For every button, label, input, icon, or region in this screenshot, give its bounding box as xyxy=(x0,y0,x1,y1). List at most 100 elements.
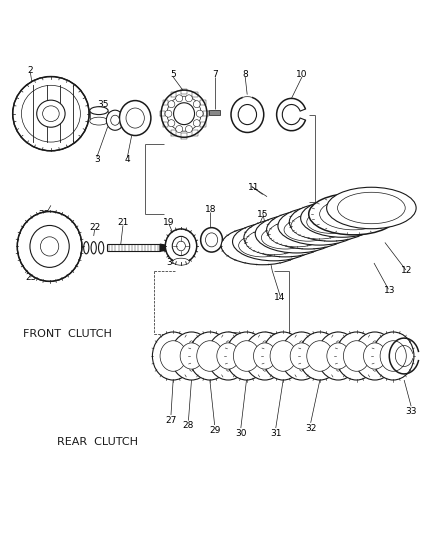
Text: 29: 29 xyxy=(209,426,220,435)
Ellipse shape xyxy=(242,229,266,256)
Ellipse shape xyxy=(233,341,260,372)
Ellipse shape xyxy=(217,343,240,369)
Circle shape xyxy=(165,110,172,117)
Text: 24: 24 xyxy=(67,245,78,254)
Ellipse shape xyxy=(372,332,414,380)
Text: 11: 11 xyxy=(248,183,260,192)
Ellipse shape xyxy=(336,332,377,380)
Ellipse shape xyxy=(314,205,371,231)
Bar xyxy=(208,110,220,116)
Ellipse shape xyxy=(284,219,332,241)
Ellipse shape xyxy=(126,108,145,128)
Ellipse shape xyxy=(262,332,304,380)
Ellipse shape xyxy=(106,110,124,130)
Ellipse shape xyxy=(267,211,350,249)
Ellipse shape xyxy=(90,117,108,125)
Ellipse shape xyxy=(205,233,218,247)
Ellipse shape xyxy=(247,235,261,250)
Ellipse shape xyxy=(171,332,212,380)
Text: 23: 23 xyxy=(39,209,50,219)
Ellipse shape xyxy=(327,343,350,369)
Text: 34: 34 xyxy=(166,257,178,266)
Circle shape xyxy=(185,95,192,102)
Text: 25: 25 xyxy=(25,273,37,282)
Ellipse shape xyxy=(307,341,333,372)
Ellipse shape xyxy=(161,90,207,138)
Text: 22: 22 xyxy=(89,223,100,232)
Ellipse shape xyxy=(189,332,230,380)
Ellipse shape xyxy=(246,229,302,255)
Ellipse shape xyxy=(167,96,201,131)
Text: 2: 2 xyxy=(28,66,33,75)
Text: 33: 33 xyxy=(405,407,417,416)
Ellipse shape xyxy=(318,332,359,380)
Circle shape xyxy=(176,95,183,102)
Ellipse shape xyxy=(255,215,338,253)
Ellipse shape xyxy=(172,236,190,256)
Text: 7: 7 xyxy=(212,70,218,79)
Ellipse shape xyxy=(173,103,194,125)
Ellipse shape xyxy=(289,203,372,241)
Ellipse shape xyxy=(91,241,96,254)
Ellipse shape xyxy=(254,343,276,369)
Ellipse shape xyxy=(84,241,89,254)
Ellipse shape xyxy=(90,107,108,115)
Text: 4: 4 xyxy=(124,155,130,164)
Ellipse shape xyxy=(244,332,286,380)
Circle shape xyxy=(196,110,203,117)
Ellipse shape xyxy=(278,207,361,245)
Text: 3: 3 xyxy=(94,155,99,164)
Text: 32: 32 xyxy=(305,424,316,433)
Text: 5: 5 xyxy=(170,70,176,79)
Ellipse shape xyxy=(208,332,249,380)
Ellipse shape xyxy=(231,96,264,133)
Ellipse shape xyxy=(37,100,65,127)
Ellipse shape xyxy=(233,222,315,261)
Text: 27: 27 xyxy=(165,416,177,425)
Ellipse shape xyxy=(290,343,313,369)
Ellipse shape xyxy=(312,195,395,233)
Text: 18: 18 xyxy=(205,205,216,214)
Text: 31: 31 xyxy=(270,429,282,438)
Ellipse shape xyxy=(13,77,89,151)
Ellipse shape xyxy=(160,341,186,372)
Ellipse shape xyxy=(270,341,296,372)
Ellipse shape xyxy=(221,227,304,265)
Ellipse shape xyxy=(152,332,194,380)
Circle shape xyxy=(185,126,192,133)
Ellipse shape xyxy=(30,225,69,268)
Ellipse shape xyxy=(291,213,348,239)
Ellipse shape xyxy=(343,341,370,372)
Ellipse shape xyxy=(299,332,341,380)
Ellipse shape xyxy=(226,234,241,251)
Ellipse shape xyxy=(309,193,398,235)
Ellipse shape xyxy=(17,212,82,281)
Text: 12: 12 xyxy=(401,266,413,276)
Circle shape xyxy=(176,126,183,133)
Text: 35: 35 xyxy=(98,100,109,109)
Ellipse shape xyxy=(354,332,396,380)
Ellipse shape xyxy=(380,341,406,372)
Text: 14: 14 xyxy=(275,293,286,302)
Circle shape xyxy=(193,120,200,127)
Ellipse shape xyxy=(239,234,287,257)
Circle shape xyxy=(168,120,175,127)
Ellipse shape xyxy=(261,227,309,249)
Ellipse shape xyxy=(238,104,257,125)
Text: 21: 21 xyxy=(117,219,129,228)
Ellipse shape xyxy=(42,106,59,122)
Text: 26: 26 xyxy=(309,336,321,345)
Ellipse shape xyxy=(338,192,405,224)
Text: REAR  CLUTCH: REAR CLUTCH xyxy=(57,437,138,447)
Text: 8: 8 xyxy=(242,70,248,79)
Polygon shape xyxy=(160,244,168,251)
Ellipse shape xyxy=(364,343,386,369)
Ellipse shape xyxy=(300,199,384,237)
Text: 30: 30 xyxy=(235,429,247,438)
Circle shape xyxy=(193,101,200,108)
Ellipse shape xyxy=(197,341,223,372)
Ellipse shape xyxy=(327,187,416,229)
Ellipse shape xyxy=(230,239,237,246)
Text: 13: 13 xyxy=(384,286,395,295)
Ellipse shape xyxy=(268,221,325,247)
